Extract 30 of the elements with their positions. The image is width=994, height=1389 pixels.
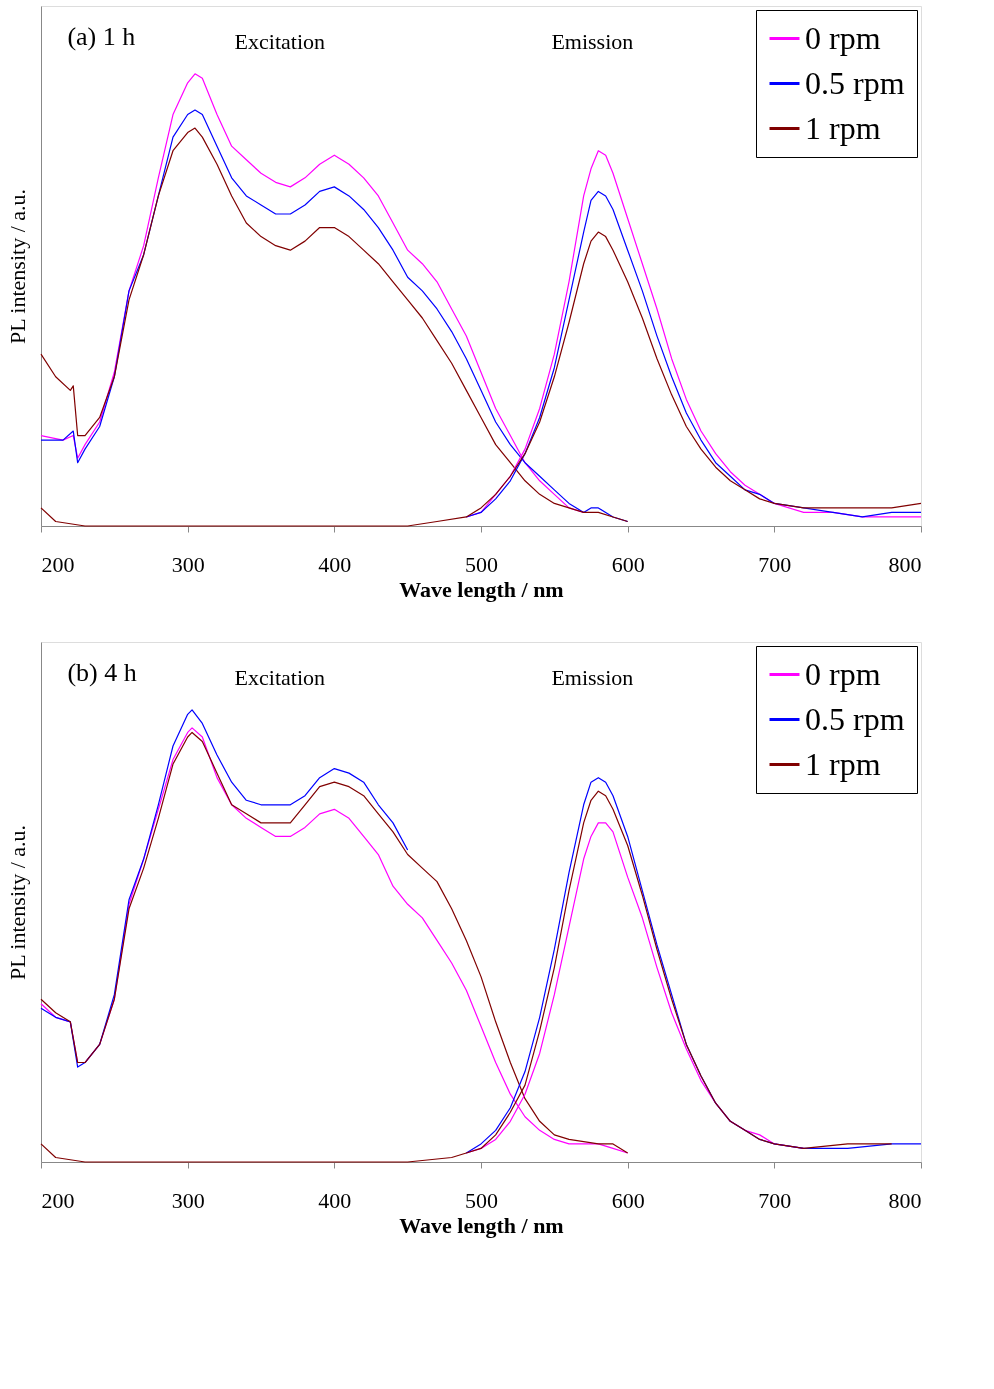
x-tick-label: 500: [465, 551, 498, 577]
x-tick-label: 400: [318, 1187, 352, 1213]
x-tick-label: 500: [465, 1187, 498, 1213]
text: Excitation: [234, 29, 326, 55]
text: Emission: [551, 665, 634, 691]
legend-label: 1 rpm: [805, 745, 881, 782]
x-axis-title: Wave length / nm: [399, 1212, 564, 1238]
legend-label: 1 rpm: [805, 109, 881, 146]
x-tick-label: 700: [758, 551, 792, 577]
x-tick-label: 200: [41, 551, 75, 577]
text: Excitation: [234, 665, 326, 691]
legend-label: 0 rpm: [805, 19, 881, 56]
x-tick-label: 600: [611, 551, 645, 577]
x-tick-label: 200: [41, 1187, 75, 1213]
text: (b) 4 h: [67, 658, 137, 688]
x-tick-label: 400: [318, 551, 352, 577]
text: Emission: [551, 29, 634, 55]
y-axis-title: PL intensity / a.u.: [4, 824, 30, 981]
x-tick-label: 300: [171, 551, 205, 577]
legend-label: 0.5 rpm: [805, 64, 905, 101]
legend-label: 0.5 rpm: [805, 700, 905, 737]
legend-label: 0 rpm: [805, 655, 881, 692]
x-tick-label: 800: [888, 1187, 922, 1213]
x-tick-label: 700: [758, 1187, 792, 1213]
y-axis-title: PL intensity / a.u.: [4, 188, 30, 345]
x-tick-label: 800: [888, 551, 922, 577]
x-tick-label: 600: [611, 1187, 645, 1213]
text: (a) 1 h: [67, 22, 136, 52]
x-tick-label: 300: [171, 1187, 205, 1213]
x-axis-title: Wave length / nm: [399, 576, 564, 602]
